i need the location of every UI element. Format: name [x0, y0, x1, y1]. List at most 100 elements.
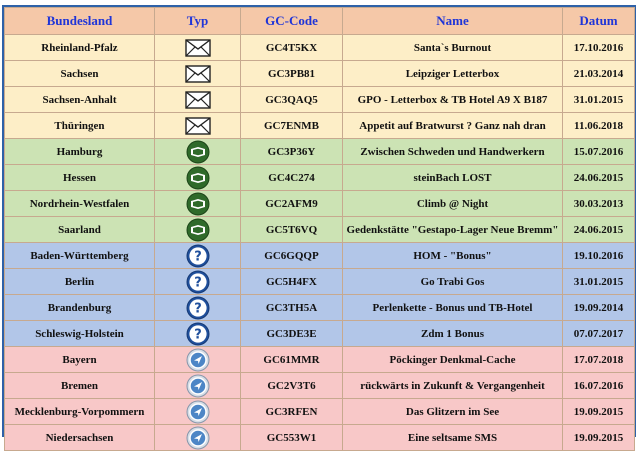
cell-bundesland: Thüringen: [4, 112, 155, 139]
cell-name: steinBach LOST: [342, 164, 563, 191]
table-row: Bremen GC2V3T6 rückwärts in Zukunft & Ve…: [4, 372, 635, 399]
cell-datum: 19.09.2015: [562, 424, 635, 451]
traditional-cache-icon: [186, 140, 210, 164]
cell-datum: 16.07.2016: [562, 372, 635, 399]
cell-code: GC3RFEN: [240, 398, 343, 425]
cell-bundesland: Berlin: [4, 268, 155, 295]
cell-bundesland: Hessen: [4, 164, 155, 191]
header-row: Bundesland Typ GC-Code Name Datum: [4, 7, 635, 35]
cell-name: GPO - Letterbox & TB Hotel A9 X B187: [342, 86, 563, 113]
cache-table: Bundesland Typ GC-Code Name Datum Rheinl…: [4, 7, 635, 451]
cell-code: GC6GQQP: [240, 242, 343, 269]
cell-name: Zwischen Schweden und Handwerkern: [342, 138, 563, 165]
cell-name: Climb @ Night: [342, 190, 563, 217]
cell-datum: 07.07.2017: [562, 320, 635, 347]
cell-code: GC3DE3E: [240, 320, 343, 347]
header-datum: Datum: [562, 7, 635, 35]
cell-code: GC3P36Y: [240, 138, 343, 165]
cell-datum: 19.09.2014: [562, 294, 635, 321]
cell-name: HOM - "Bonus": [342, 242, 563, 269]
table-row: Mecklenburg-Vorpommern GC3RFEN Das Glitz…: [4, 398, 635, 425]
cell-code: GC2V3T6: [240, 372, 343, 399]
cell-code: GC3TH5A: [240, 294, 343, 321]
cell-name: Santa`s Burnout: [342, 34, 563, 61]
cell-name: Go Trabi Gos: [342, 268, 563, 295]
cell-datum: 15.07.2016: [562, 138, 635, 165]
cell-datum: 11.06.2018: [562, 112, 635, 139]
cell-bundesland: Sachsen: [4, 60, 155, 87]
table-row: Sachsen GC3PB81 Leipziger Letterbox 21.0…: [4, 60, 635, 87]
cache-table-frame: Bundesland Typ GC-Code Name Datum Rheinl…: [2, 5, 636, 451]
wherigo-icon: [186, 426, 210, 450]
cell-bundesland: Niedersachsen: [4, 424, 155, 451]
cell-datum: 17.07.2018: [562, 346, 635, 373]
cell-datum: 19.10.2016: [562, 242, 635, 269]
cell-datum: 24.06.2015: [562, 164, 635, 191]
cell-bundesland: Hamburg: [4, 138, 155, 165]
cell-datum: 31.01.2015: [562, 268, 635, 295]
cell-bundesland: Bayern: [4, 346, 155, 373]
envelope-icon: [185, 90, 211, 110]
question-mark-icon: [186, 296, 210, 320]
question-mark-icon: [186, 322, 210, 346]
wherigo-icon: [186, 374, 210, 398]
table-row: Baden-Württemberg GC6GQQP HOM - "Bonus" …: [4, 242, 635, 269]
cell-bundesland: Bremen: [4, 372, 155, 399]
cell-name: Appetit auf Bratwurst ? Ganz nah dran: [342, 112, 563, 139]
table-row: Schleswig-Holstein GC3DE3E Zdm 1 Bonus 0…: [4, 320, 635, 347]
cell-code: GC553W1: [240, 424, 343, 451]
cell-bundesland: Baden-Württemberg: [4, 242, 155, 269]
table-row: Bayern GC61MMR Pöckinger Denkmal-Cache 1…: [4, 346, 635, 373]
cell-code: GC61MMR: [240, 346, 343, 373]
traditional-cache-icon: [186, 218, 210, 242]
cell-datum: 30.03.2013: [562, 190, 635, 217]
traditional-cache-icon: [186, 192, 210, 216]
cell-bundesland: Mecklenburg-Vorpommern: [4, 398, 155, 425]
envelope-icon: [185, 116, 211, 136]
cell-code: GC7ENMB: [240, 112, 343, 139]
header-typ: Typ: [154, 7, 241, 35]
cell-datum: 17.10.2016: [562, 34, 635, 61]
cell-code: GC5T6VQ: [240, 216, 343, 243]
question-mark-icon: [186, 244, 210, 268]
table-row: Hamburg GC3P36Y Zwischen Schweden und Ha…: [4, 138, 635, 165]
cell-name: Zdm 1 Bonus: [342, 320, 563, 347]
cell-datum: 21.03.2014: [562, 60, 635, 87]
table-row: Brandenburg GC3TH5A Perlenkette - Bonus …: [4, 294, 635, 321]
cell-name: Gedenkstätte "Gestapo-Lager Neue Bremm": [342, 216, 563, 243]
envelope-icon: [185, 38, 211, 58]
envelope-icon: [185, 64, 211, 84]
table-row: Nordrhein-Westfalen GC2AFM9 Climb @ Nigh…: [4, 190, 635, 217]
cell-bundesland: Schleswig-Holstein: [4, 320, 155, 347]
table-row: Niedersachsen GC553W1 Eine seltsame SMS …: [4, 424, 635, 451]
cell-name: Pöckinger Denkmal-Cache: [342, 346, 563, 373]
cell-name: Eine seltsame SMS: [342, 424, 563, 451]
cell-bundesland: Rheinland-Pfalz: [4, 34, 155, 61]
cell-datum: 19.09.2015: [562, 398, 635, 425]
wherigo-icon: [186, 400, 210, 424]
cell-datum: 31.01.2015: [562, 86, 635, 113]
table-row: Thüringen GC7ENMB Appetit auf Bratwurst …: [4, 112, 635, 139]
table-row: Hessen GC4C274 steinBach LOST 24.06.2015: [4, 164, 635, 191]
cell-bundesland: Nordrhein-Westfalen: [4, 190, 155, 217]
cell-code: GC5H4FX: [240, 268, 343, 295]
cell-bundesland: Saarland: [4, 216, 155, 243]
cell-code: GC3PB81: [240, 60, 343, 87]
header-code: GC-Code: [240, 7, 343, 35]
wherigo-icon: [186, 348, 210, 372]
header-bundesland: Bundesland: [4, 7, 155, 35]
question-mark-icon: [186, 270, 210, 294]
table-row: Saarland GC5T6VQ Gedenkstätte "Gestapo-L…: [4, 216, 635, 243]
header-name: Name: [342, 7, 563, 35]
cell-code: GC2AFM9: [240, 190, 343, 217]
cell-code: GC4C274: [240, 164, 343, 191]
cell-code: GC4T5KX: [240, 34, 343, 61]
cell-bundesland: Sachsen-Anhalt: [4, 86, 155, 113]
cell-name: Das Glitzern im See: [342, 398, 563, 425]
cell-name: Leipziger Letterbox: [342, 60, 563, 87]
cell-bundesland: Brandenburg: [4, 294, 155, 321]
table-row: Sachsen-Anhalt GC3QAQ5 GPO - Letterbox &…: [4, 86, 635, 113]
table-row: Rheinland-Pfalz GC4T5KX Santa`s Burnout …: [4, 34, 635, 61]
cell-code: GC3QAQ5: [240, 86, 343, 113]
traditional-cache-icon: [186, 166, 210, 190]
